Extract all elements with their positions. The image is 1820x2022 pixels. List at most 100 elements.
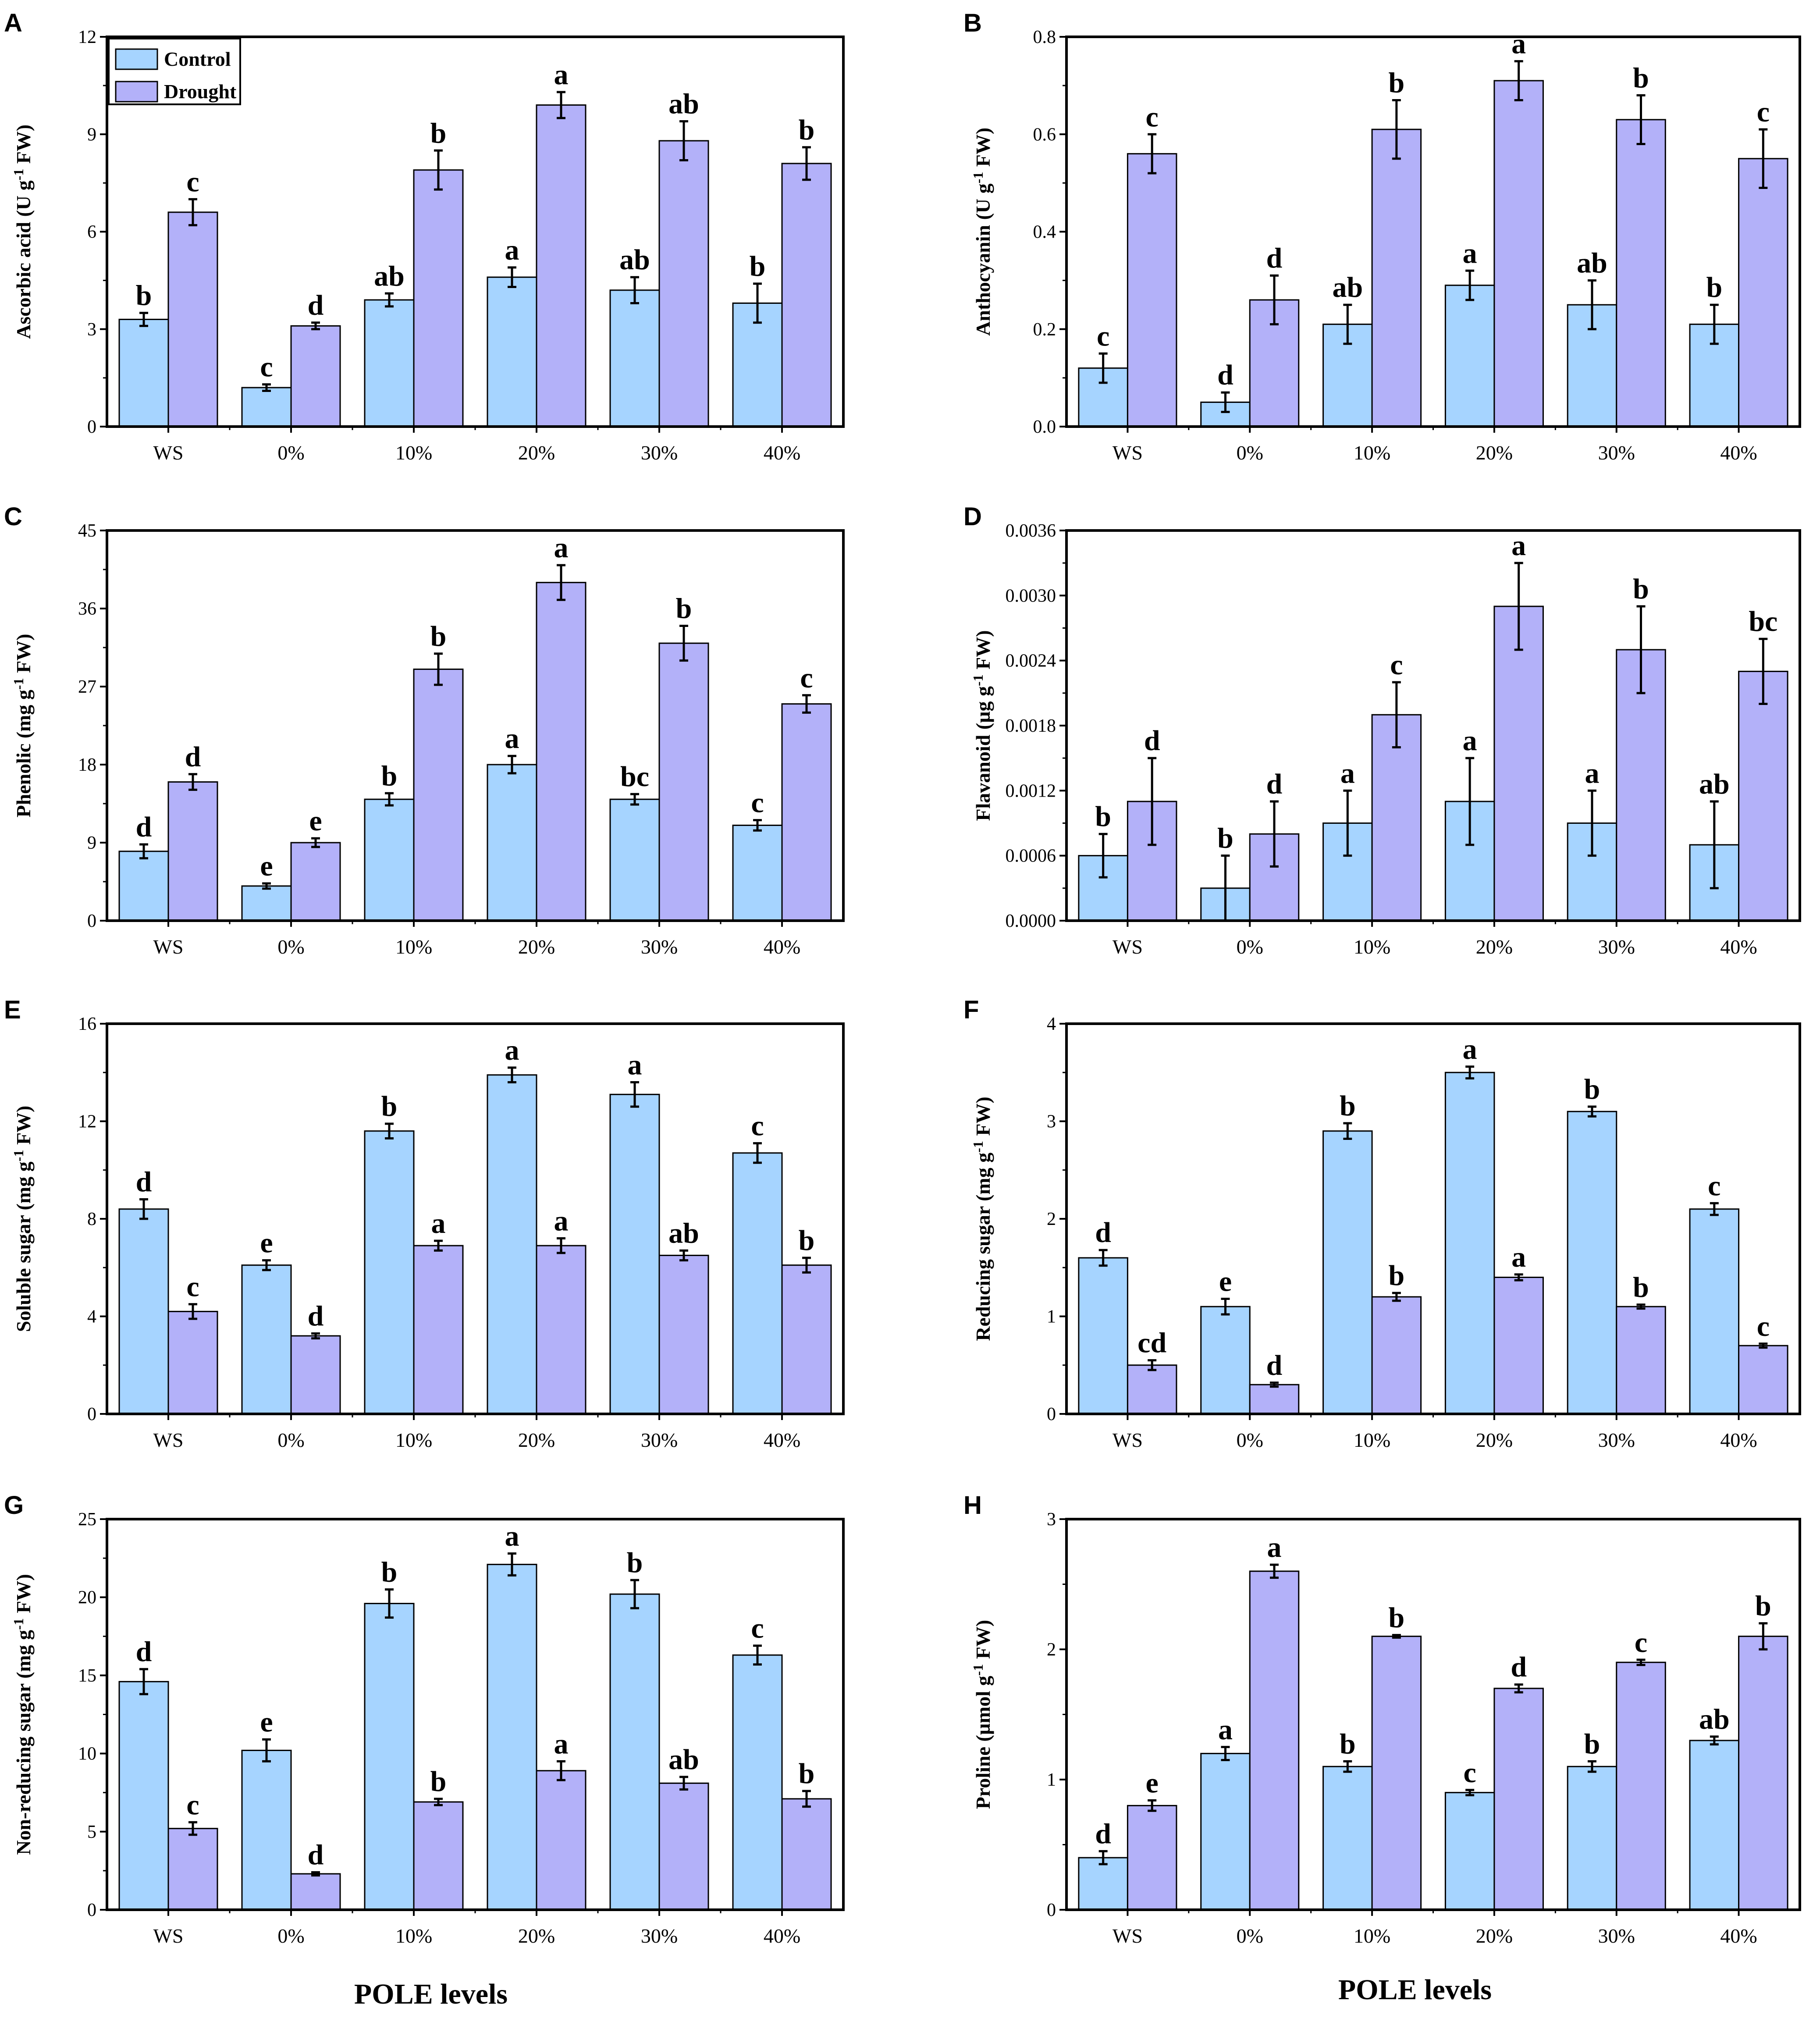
panel-a: A 0 3 6 9 12 Ascorbic acid (U g-1 FW) WS b c 0% c d 1… xyxy=(4,9,845,464)
bar-control xyxy=(487,1563,537,1911)
legend-swatch-control xyxy=(115,48,158,70)
plot-frame xyxy=(106,36,845,428)
bar-drought xyxy=(781,1264,832,1415)
plot-frame xyxy=(1065,36,1801,428)
significance-letter: a xyxy=(1267,1531,1282,1563)
bar-drought xyxy=(1127,1805,1177,1911)
bar-control xyxy=(609,1593,660,1911)
y-axis-title-tail: FW) xyxy=(12,1574,35,1618)
x-tick-label: 40% xyxy=(1720,936,1757,958)
y-axis-title-sup: -1 xyxy=(970,1664,986,1676)
y-axis-title-main: Soluble sugar (mg g xyxy=(12,1161,35,1332)
bar-drought xyxy=(1127,153,1177,427)
bar-drought xyxy=(536,1770,587,1911)
significance-letter: ab xyxy=(668,88,699,120)
x-tick-label: WS xyxy=(1113,1925,1143,1947)
significance-letter: b xyxy=(1755,1590,1771,1622)
bar-drought xyxy=(1616,649,1666,922)
y-axis-title-main: Flavanoid (µg g xyxy=(972,686,994,821)
significance-letter: e xyxy=(1219,1265,1232,1297)
x-tick-label: 40% xyxy=(1720,1925,1757,1947)
y-tick-label: 12 xyxy=(78,1112,96,1132)
x-tick-label: 30% xyxy=(641,936,678,958)
significance-letter: a xyxy=(554,532,569,564)
x-tick-label: WS xyxy=(153,1925,184,1947)
y-tick-label: 10 xyxy=(78,1744,96,1764)
y-axis-title: Non-reducing sugar (mg g-1 FW) xyxy=(11,1574,35,1855)
y-tick-label: 27 xyxy=(78,677,96,697)
bar-control xyxy=(364,299,415,427)
significance-letter: a xyxy=(505,1034,519,1066)
x-tick-label: WS xyxy=(1113,936,1143,958)
bar-drought xyxy=(658,1254,709,1415)
bar-drought xyxy=(781,1798,832,1911)
x-tick-label: 10% xyxy=(395,1925,432,1947)
y-axis-title: Anthocyanin (U g-1 FW) xyxy=(970,128,994,336)
x-tick-label: 20% xyxy=(1476,1925,1513,1947)
significance-letter: d xyxy=(1095,1818,1111,1850)
bar-control xyxy=(1444,1072,1495,1415)
bar-control xyxy=(1078,1257,1128,1415)
legend-swatch-drought xyxy=(115,81,158,103)
x-tick-label: 0% xyxy=(277,441,304,464)
significance-letter: d xyxy=(308,1300,324,1332)
bar-drought xyxy=(1616,1662,1666,1911)
significance-letter: b xyxy=(430,117,447,149)
x-tick-label: 30% xyxy=(1598,1429,1635,1451)
bar-control xyxy=(241,387,292,427)
bar-drought xyxy=(1371,1296,1422,1415)
y-axis-title-tail: FW) xyxy=(12,125,35,169)
y-axis-title-sup: -1 xyxy=(970,1141,986,1153)
bar-control xyxy=(609,798,660,922)
bar-drought xyxy=(1738,158,1788,427)
significance-letter: b xyxy=(1633,1271,1649,1303)
bar-drought xyxy=(658,140,709,427)
panel-c: C 0 9 18 27 36 45 Phenolic (mg g-1 FW) WS d d 0% e e 1… xyxy=(4,502,845,958)
legend-label-control: Control xyxy=(164,48,231,70)
x-tick-label: WS xyxy=(1113,1429,1143,1451)
bar-control xyxy=(1567,1766,1617,1911)
significance-letter: d xyxy=(136,1166,152,1198)
bar-drought xyxy=(1249,1384,1300,1415)
significance-letter: b xyxy=(1633,573,1649,605)
bar-drought xyxy=(413,169,464,427)
bar-control xyxy=(1200,1753,1251,1911)
y-axis-title: Flavanoid (µg g-1 FW) xyxy=(970,630,994,821)
significance-letter: b xyxy=(1217,822,1233,854)
y-tick-label: 0.0 xyxy=(1033,417,1056,437)
y-tick-label: 0.0006 xyxy=(1006,846,1056,866)
y-axis-title-sup: -1 xyxy=(11,1618,26,1630)
y-axis-title-tail: FW) xyxy=(12,1106,35,1150)
bar-drought xyxy=(1738,670,1788,922)
significance-letter: c xyxy=(186,1789,199,1821)
significance-letter: ab xyxy=(1577,247,1607,279)
plot-frame xyxy=(1065,1518,1801,1911)
y-tick-label: 2 xyxy=(1047,1209,1056,1229)
bar-control xyxy=(1078,1857,1128,1911)
x-tick-label: 0% xyxy=(1237,1925,1263,1947)
significance-letter: b xyxy=(1340,1728,1356,1760)
bar-drought xyxy=(1127,1364,1177,1415)
panel-letter: F xyxy=(963,996,979,1024)
significance-letter: b xyxy=(627,1547,643,1579)
significance-letter: d xyxy=(1144,725,1160,757)
y-tick-label: 3 xyxy=(87,320,96,340)
bar-control xyxy=(487,1074,537,1415)
y-tick-label: 0 xyxy=(1047,1900,1056,1920)
significance-letter: c xyxy=(186,166,199,198)
bar-control xyxy=(1200,1306,1251,1415)
bar-drought xyxy=(536,104,587,427)
significance-letter: e xyxy=(309,805,322,837)
significance-letter: a xyxy=(505,234,519,266)
significance-letter: b xyxy=(1388,1602,1404,1634)
x-tick-label: 0% xyxy=(1237,936,1263,958)
significance-letter: a xyxy=(505,723,519,755)
significance-letter: ab xyxy=(668,1217,699,1249)
y-axis-title: Ascorbic acid (U g-1 FW) xyxy=(11,125,35,339)
bar-drought xyxy=(290,1335,341,1415)
significance-letter: c xyxy=(186,1271,199,1303)
significance-letter: a xyxy=(628,1049,642,1081)
significance-letter: bc xyxy=(1749,605,1777,637)
